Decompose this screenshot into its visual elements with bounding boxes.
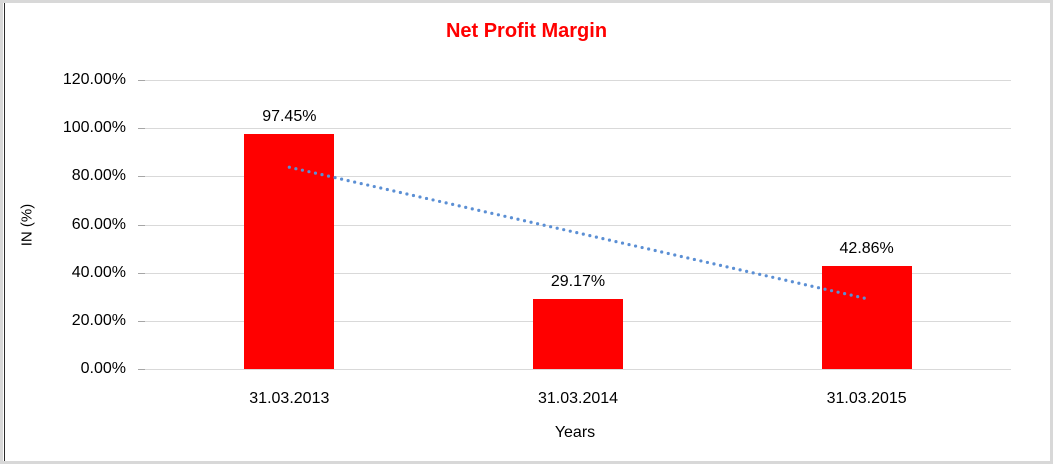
gridline: [145, 128, 1011, 130]
bar-value-label: 42.86%: [839, 239, 894, 257]
gridline: [145, 80, 1011, 81]
y-axis-tick-mark: [138, 272, 145, 274]
y-axis-tick-mark: [138, 224, 145, 226]
bar: [821, 265, 912, 369]
chart-title: Net Profit Margin: [445, 20, 608, 42]
y-axis-tick-mark: [138, 128, 145, 130]
x-category-label: 31.03.2015: [826, 390, 907, 407]
y-axis-tick-mark: [138, 80, 145, 81]
left-edge-border-line: [4, 3, 5, 461]
bar: [244, 134, 335, 369]
y-tick-label: 20.00%: [71, 311, 126, 329]
y-tick-label: 0.00%: [80, 360, 126, 377]
y-tick-label: 80.00%: [71, 167, 126, 185]
y-tick-label: 120.00%: [62, 71, 126, 88]
x-category-label: 31.03.2014: [537, 390, 619, 407]
bar: [533, 298, 623, 369]
bar-value-label: 29.17%: [550, 272, 606, 290]
x-category-label: 31.03.2013: [249, 390, 330, 407]
y-axis-tick-mark: [138, 320, 145, 322]
bar-value-label: 97.45%: [262, 108, 317, 126]
y-tick-label: 40.00%: [71, 263, 126, 281]
y-axis-tick-mark: [138, 176, 145, 178]
gridline: [145, 369, 1011, 370]
y-axis-tick-mark: [138, 369, 145, 370]
y-tick-label: 60.00%: [71, 215, 126, 233]
x-axis-title: Years: [554, 424, 596, 441]
y-tick-label: 100.00%: [62, 119, 126, 137]
y-axis-title: IN (%): [18, 203, 36, 247]
